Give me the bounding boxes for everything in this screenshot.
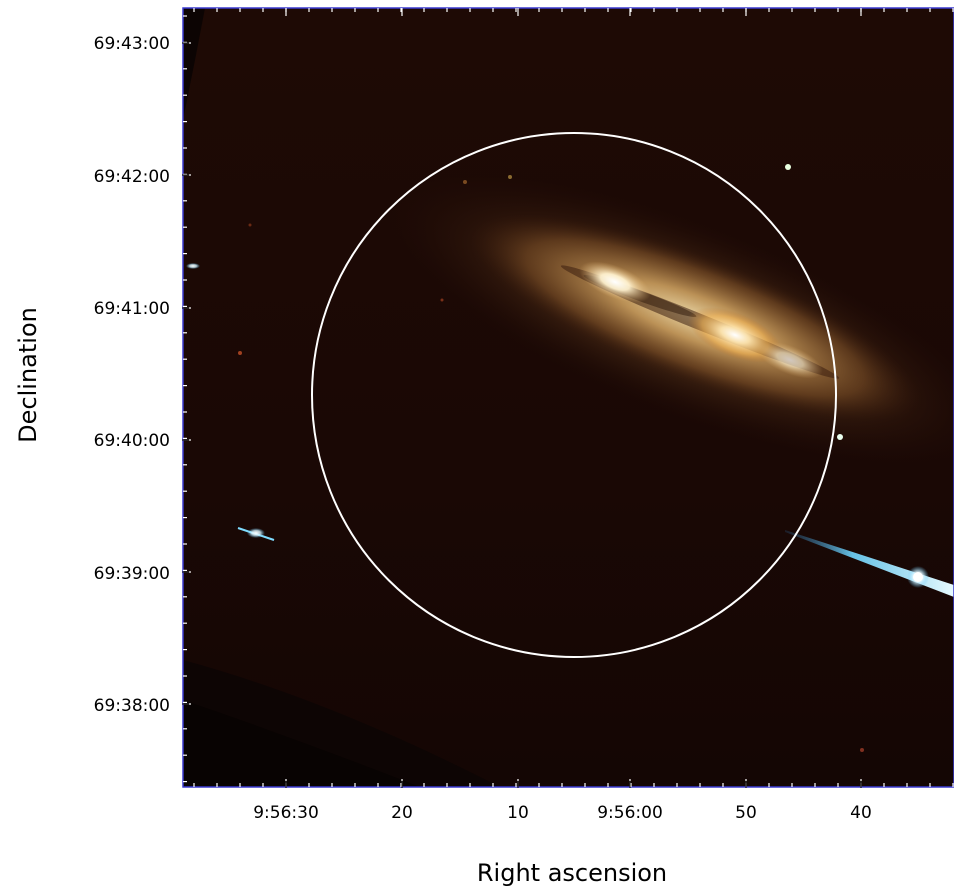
aperture-circle — [311, 132, 837, 658]
y-tick-label: 69:41:00 — [94, 299, 170, 319]
y-axis-title: Declination — [14, 307, 42, 443]
y-tick-label: 69:38:00 — [94, 696, 170, 716]
y-tick-label: 69:43:00 — [94, 34, 170, 54]
y-tick-label: 69:42:00 — [94, 167, 170, 187]
y-tick-label: 69:40:00 — [94, 431, 170, 451]
x-tick-label: 20 — [391, 803, 413, 823]
x-axis-ticks: 9:56:30 20 10 9:56:00 50 40 — [253, 803, 872, 823]
x-tick-label: 40 — [850, 803, 872, 823]
x-tick-label: 10 — [507, 803, 529, 823]
x-tick-label: 9:56:30 — [253, 803, 319, 823]
x-tick-label: 50 — [735, 803, 757, 823]
y-tick-label: 69:39:00 — [94, 564, 170, 584]
axes-frame — [182, 7, 954, 788]
sky-image — [183, 8, 954, 787]
x-axis-title: Right ascension — [477, 859, 667, 887]
y-axis-ticks: 69:43:00 69:42:00 69:41:00 69:40:00 69:3… — [94, 34, 170, 716]
x-tick-label: 9:56:00 — [597, 803, 663, 823]
tick-marks — [182, 8, 954, 788]
